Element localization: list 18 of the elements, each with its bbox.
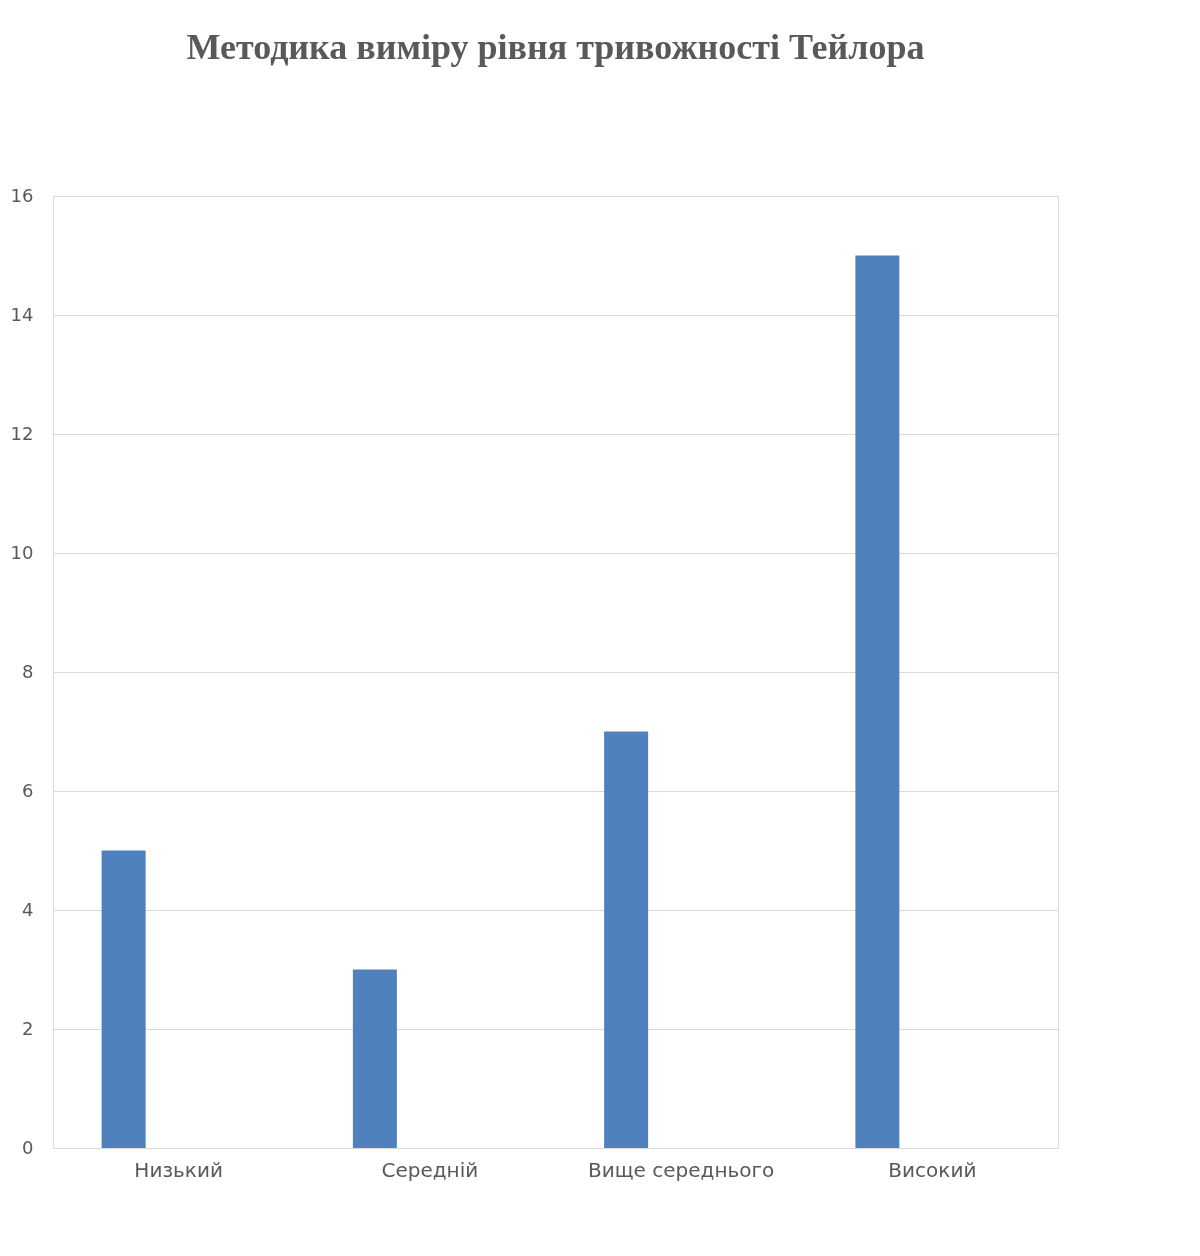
x-tick-label: Низький xyxy=(134,1157,223,1182)
y-tick-label: 14 xyxy=(10,303,34,325)
y-tick-label: 6 xyxy=(22,779,34,801)
chart-title: Методика виміру рівня тривожності Тейлора xyxy=(186,27,925,67)
y-tick-label: 10 xyxy=(10,541,34,563)
x-tick-label: Високий xyxy=(888,1157,977,1182)
y-tick-label: 16 xyxy=(10,184,34,206)
x-tick-label: Середній xyxy=(381,1157,479,1182)
x-tick-label: Вище середнього xyxy=(588,1157,775,1182)
y-tick-label: 12 xyxy=(10,422,34,444)
y-tick-label: 8 xyxy=(22,660,34,682)
bar xyxy=(604,731,649,1148)
y-tick-label: 4 xyxy=(22,898,34,920)
y-tick-label: 0 xyxy=(22,1136,34,1158)
bar xyxy=(352,969,397,1148)
bar xyxy=(101,850,146,1148)
bar xyxy=(855,255,900,1148)
y-tick-label: 2 xyxy=(22,1017,34,1039)
